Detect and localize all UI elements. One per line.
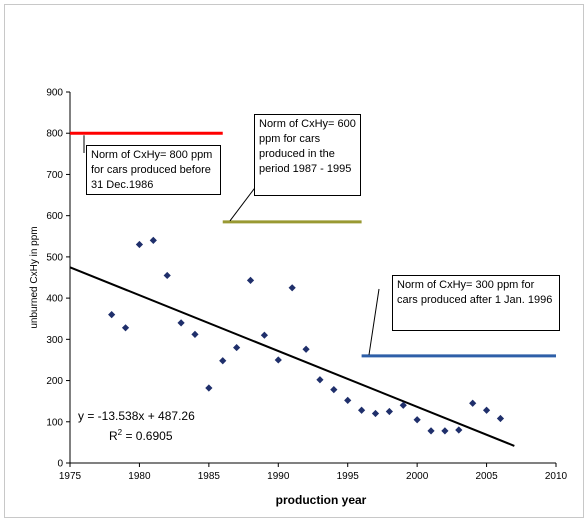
data-point (482, 406, 491, 414)
y-tick-label: 400 (46, 294, 63, 305)
data-point (455, 426, 463, 434)
x-tick-label: 1980 (128, 471, 151, 482)
data-point (316, 376, 324, 384)
x-tick-label: 1990 (267, 471, 290, 482)
y-tick-label: 100 (46, 417, 63, 428)
y-tick-label: 800 (46, 129, 63, 140)
chart-frame: 0 100 200 300 400 500 600 700 800 900 1975 1980 1985… (4, 4, 584, 518)
x-tick-label: 1975 (59, 471, 82, 482)
norm-300-leader (368, 288, 380, 355)
data-point (413, 416, 421, 424)
data-point (469, 399, 477, 407)
x-tick-label: 1985 (198, 471, 221, 482)
data-point (288, 284, 296, 292)
y-tick-label: 500 (46, 252, 63, 263)
data-point (399, 401, 407, 409)
data-point (219, 357, 227, 365)
data-point (260, 331, 268, 339)
data-point (205, 384, 213, 392)
data-point (121, 324, 130, 332)
data-point (344, 396, 352, 404)
data-point (177, 319, 185, 327)
data-point (163, 271, 171, 280)
data-point (274, 356, 282, 364)
y-tick-label: 0 (57, 459, 63, 470)
data-point (108, 311, 116, 319)
norm-800-callout: Norm of CxHy= 800 ppm for cars produced … (86, 145, 221, 195)
data-point (441, 427, 449, 435)
data-point (233, 343, 241, 352)
y-tick-label: 600 (46, 211, 63, 222)
x-axis-title: production year (276, 493, 367, 507)
norm-300-callout: Norm of CxHy= 300 ppm for cars produced … (392, 275, 560, 331)
data-point (302, 345, 310, 353)
y-tick-label: 700 (46, 170, 63, 181)
norm-300-text: Norm of CxHy= 300 ppm for cars produced … (397, 279, 553, 306)
trendline-equation: y = -13.538x + 487.26 (78, 409, 195, 423)
y-tick-label: 300 (46, 335, 63, 346)
data-point (496, 414, 505, 423)
x-tick-label: 2010 (545, 471, 568, 482)
data-point (149, 236, 157, 244)
norm-600-text: Norm of CxHy= 600 ppm for cars produced … (259, 118, 356, 175)
norm-600-leader (229, 184, 258, 222)
data-point (246, 276, 255, 284)
x-tick-label: 2005 (475, 471, 498, 482)
r-squared-label: R2 = 0.6905 (109, 428, 173, 443)
data-point (330, 386, 338, 394)
chart-canvas: 0 100 200 300 400 500 600 700 800 900 1975 1980 1985… (29, 88, 568, 508)
data-point (371, 409, 380, 418)
x-tick-label: 2000 (406, 471, 429, 482)
y-axis-title: unburned CxHy in ppm (29, 226, 40, 328)
norm-600-callout: Norm of CxHy= 600 ppm for cars produced … (254, 114, 361, 196)
data-point (135, 240, 144, 249)
trendline (69, 266, 515, 447)
data-point (191, 330, 199, 338)
data-point (385, 407, 393, 416)
y-tick-label: 200 (46, 376, 63, 387)
x-tick-label: 1995 (337, 471, 360, 482)
norm-800-text: Norm of CxHy= 800 ppm for cars produced … (91, 149, 213, 191)
data-point (358, 406, 366, 414)
data-point (427, 427, 435, 435)
y-tick-label: 900 (46, 88, 63, 99)
